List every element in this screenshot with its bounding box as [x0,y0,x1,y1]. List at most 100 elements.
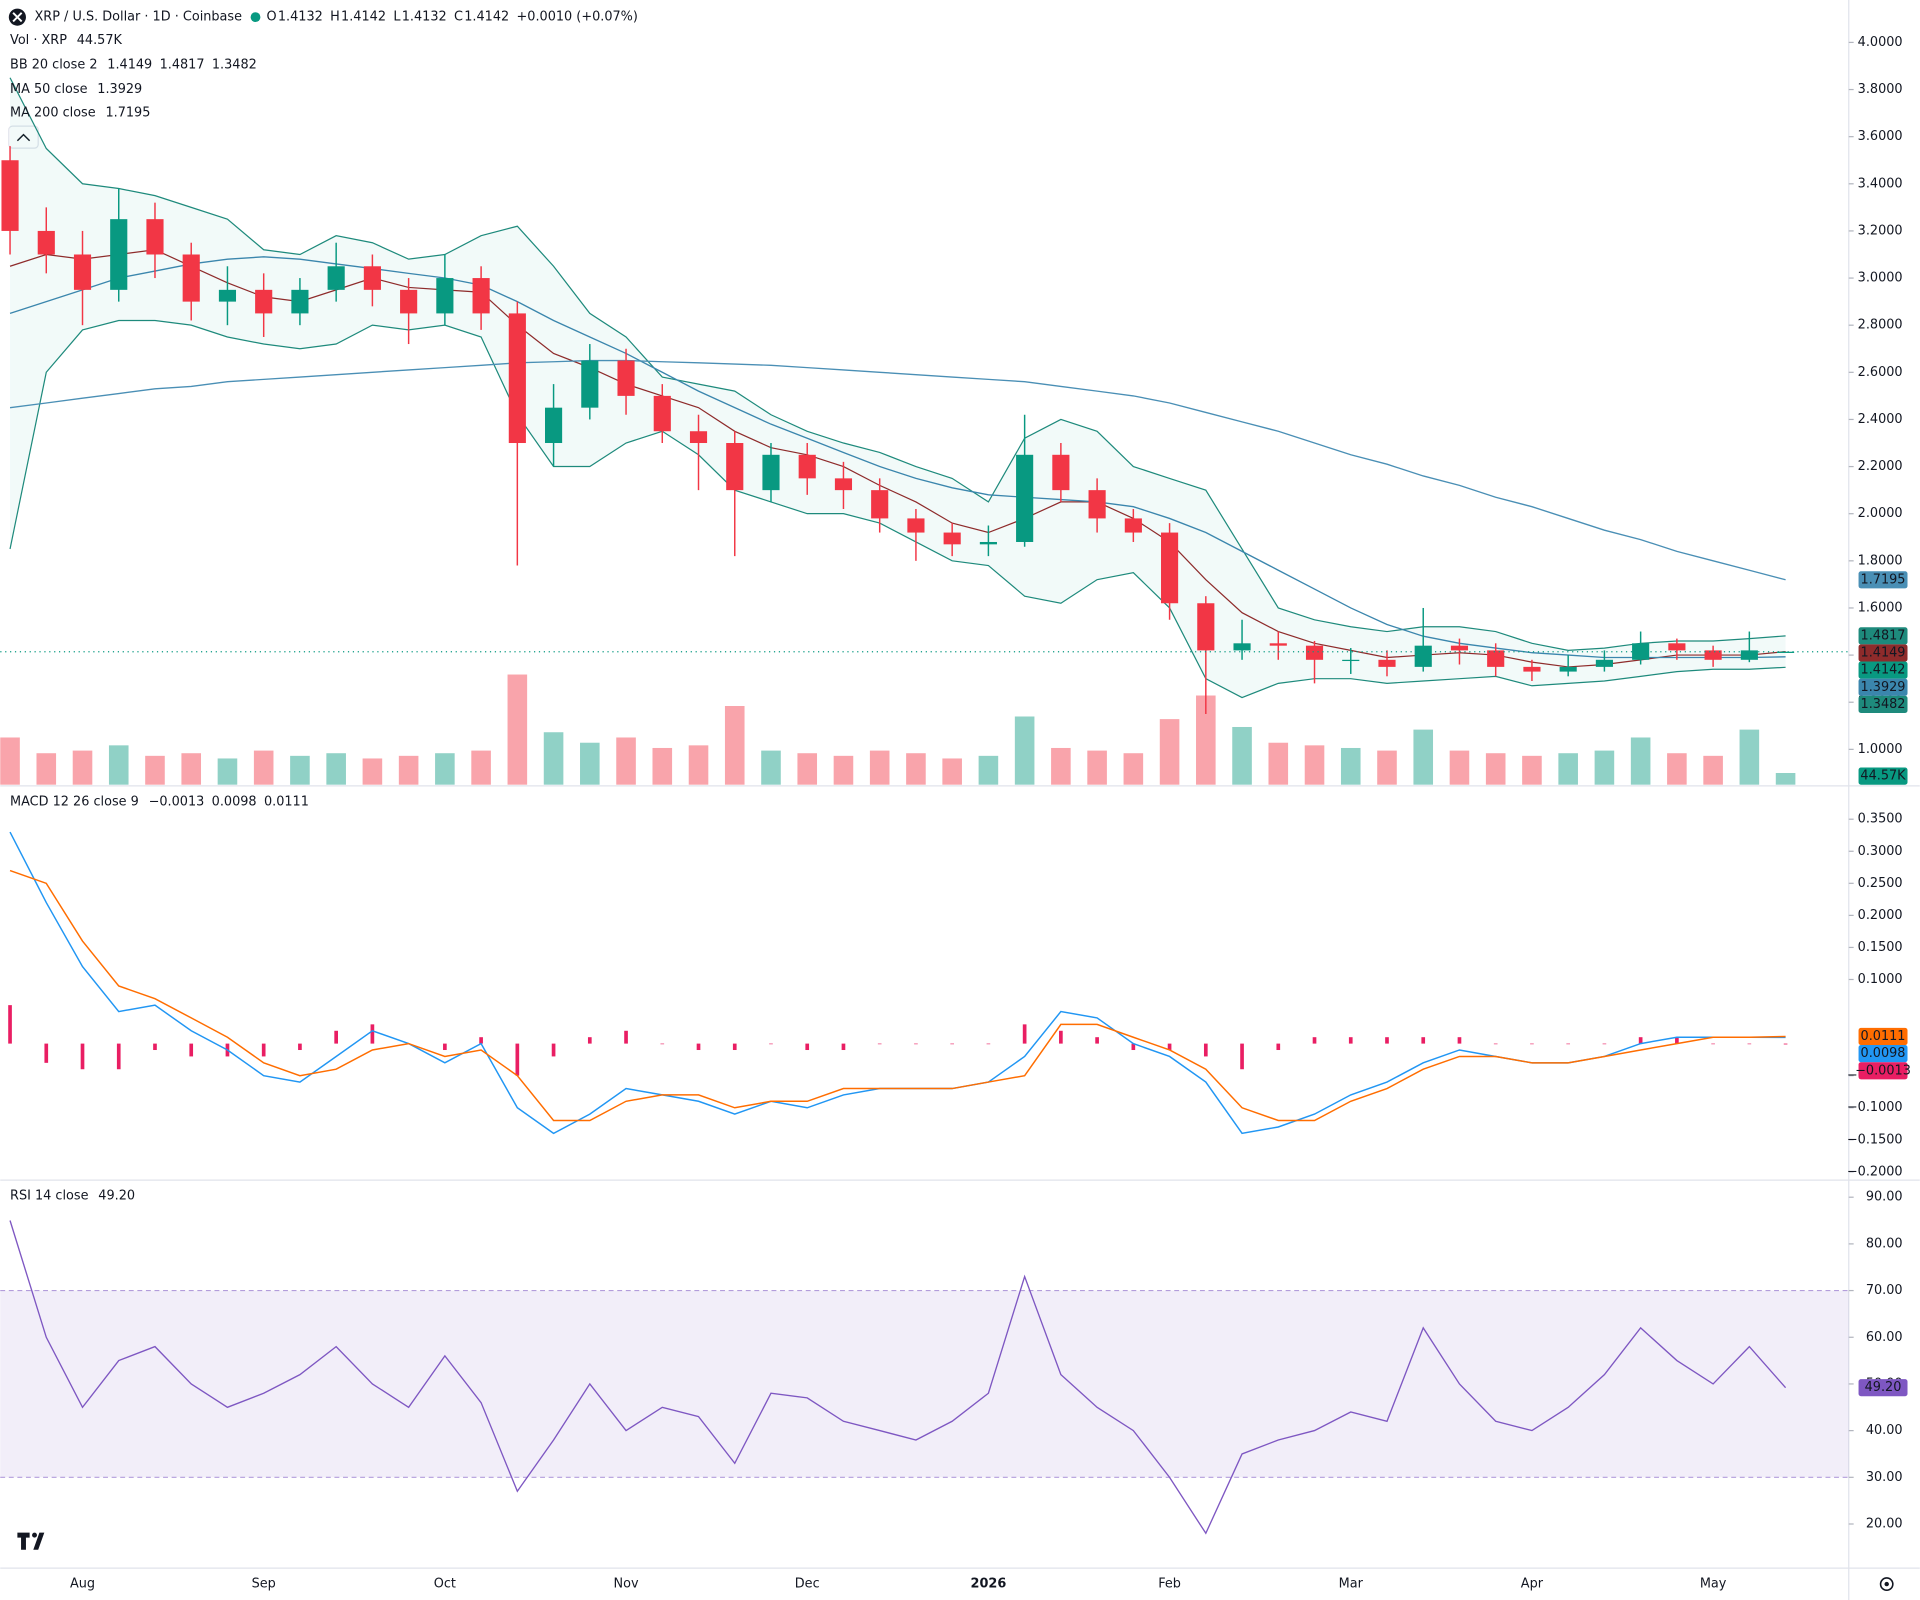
x-tick-label: Nov [614,1577,639,1592]
y-tick-label: 20.00 [1866,1516,1903,1531]
macd-histogram-bar [986,1043,991,1045]
macd-histogram-bar [1675,1037,1679,1044]
legend-text: RSI 14 close [10,1189,89,1204]
macd-histogram-bar [1493,1043,1498,1045]
x-tick-label: 2026 [971,1577,1007,1592]
candle-body [1740,650,1758,660]
volume-bar [290,755,310,785]
moving-average [9,359,1786,581]
axis-value-label-bg [1858,627,1908,645]
y-tick-label: 0.1000 [1858,972,1903,987]
candle-body [508,313,526,444]
x-tick-label: Dec [795,1577,820,1592]
macd-histogram-bar [877,1043,882,1045]
y-tick-label: 70.00 [1866,1283,1903,1298]
volume-bar [543,732,564,785]
axis-value-label: 1.4817 [1861,628,1906,643]
y-tick-label: 3.6000 [1858,129,1903,144]
volume-bar [1485,753,1506,785]
volume-bar [724,706,745,785]
candle-body [1704,650,1722,660]
macd-histogram-bar [261,1043,266,1057]
candle-body [73,254,92,290]
axis-value-label-bg [1858,767,1908,785]
candle-body [218,289,237,302]
macd-histogram-bar [1638,1037,1643,1044]
volume-bar [688,745,709,785]
candle-body [1269,643,1287,646]
candle-body [871,490,889,519]
candle-body [1197,603,1215,651]
y-tick-label: 1.8000 [1858,553,1903,568]
candle-body [400,289,418,314]
macd-histogram-bar [1457,1037,1462,1044]
volume-bar [507,674,528,785]
x-tick-label: May [1700,1577,1727,1592]
candle-body [1088,490,1106,519]
legend-text: 1.7195 [105,106,150,121]
candle-body [472,278,490,314]
candle-body [545,407,563,444]
candle-body [907,518,925,533]
axis-value-label: 1.7195 [1861,572,1906,587]
macd-histogram-bar [1747,1043,1752,1045]
volume-bar [906,753,926,785]
y-tick-label: 3.2000 [1858,223,1903,238]
market-status-dot [250,12,261,23]
macd-histogram-bar [1131,1043,1136,1051]
y-tick-label: 0.1500 [1858,940,1903,955]
macd-histogram-bar [1167,1043,1172,1051]
rsi-band [0,1290,1849,1478]
candle-body [37,230,55,255]
macd-histogram-bar [1276,1043,1281,1051]
macd-histogram-bar [1022,1024,1027,1044]
y-tick-label: −0.1000 [1847,1100,1903,1115]
y-tick-label: 30.00 [1866,1470,1903,1485]
legend-text: XRP / U.S. Dollar · 1D · Coinbase [35,10,243,25]
y-tick-label: 60.00 [1866,1330,1903,1345]
volume-bar [1123,753,1144,785]
volume-bar [1449,750,1470,785]
candle-body [1305,645,1324,660]
candle-body [1016,454,1034,542]
y-tick-label: 1.6000 [1858,600,1903,615]
macd-histogram-bar [1095,1037,1099,1044]
legend-value: 1.4132 [402,10,447,25]
legend-text: MACD 12 26 close 9 [10,794,139,809]
y-tick-label: 2.4000 [1858,412,1903,427]
volume-bar [326,753,346,785]
macd-histogram-bar [8,1005,12,1044]
candle-body [762,454,780,491]
candle-body [1523,666,1541,672]
axis-value-label: 1.3929 [1861,680,1906,695]
legend-text: MA 200 close [10,106,96,121]
axis-value-label-bg [1858,678,1908,696]
macd-histogram-bar [914,1043,918,1045]
legend-text: C [454,10,463,25]
macd-histogram-bar [189,1043,194,1057]
macd-histogram-bar [769,1043,773,1045]
legend-text: −0.0013 [149,794,205,809]
y-tick-label: −0.1500 [1847,1132,1903,1147]
macd-histogram-bar [841,1043,846,1051]
settings-button[interactable] [1879,1577,1894,1592]
volume-bar [217,758,238,785]
volume-bar [108,745,129,785]
legend-text: BB 20 close 2 [10,57,97,72]
y-tick-label: 4.0000 [1858,35,1903,50]
volume-bar [471,750,491,785]
candle-body [1595,659,1613,667]
volume-bar [1196,695,1216,785]
volume-bar [1630,737,1651,785]
legend-text: 1.3482 [212,57,257,72]
legend-value: 1.4132 [278,10,323,25]
collapse-button[interactable] [8,125,39,149]
macd-histogram-bar [551,1043,556,1057]
axis-value-label: 1.4149 [1861,645,1906,660]
candle-body [146,219,164,255]
bollinger-lower [9,319,1786,699]
signal-line [9,869,1786,1122]
